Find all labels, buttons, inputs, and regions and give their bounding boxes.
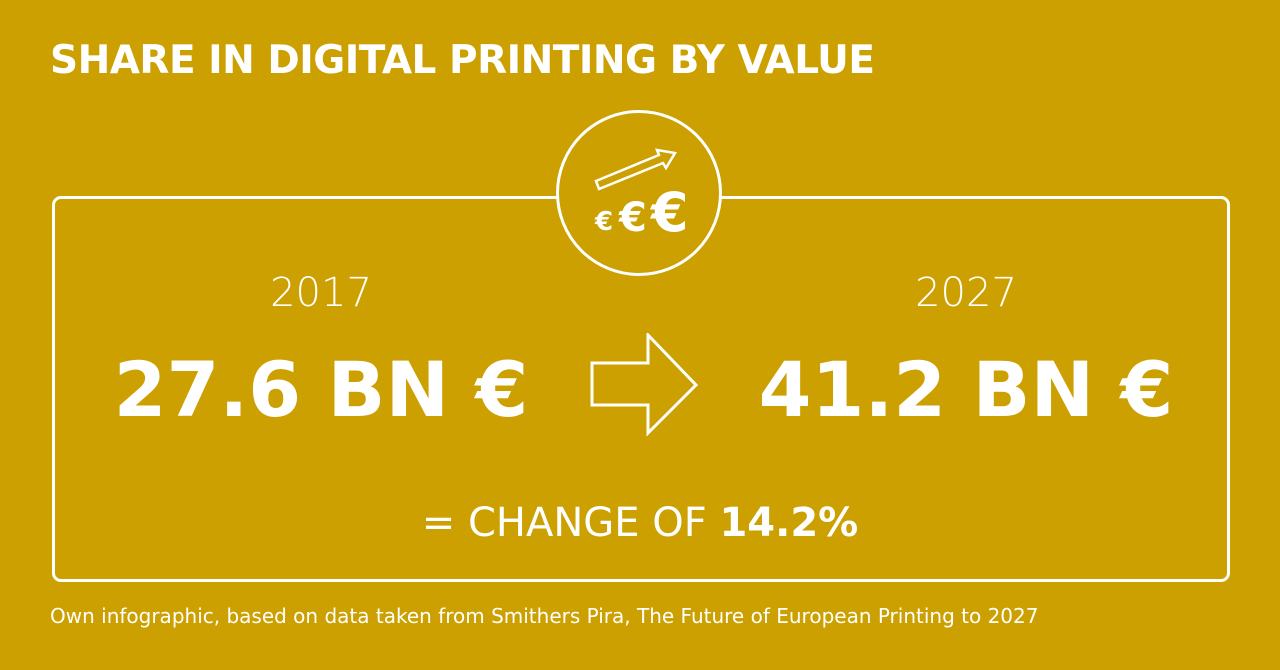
start-value: 27.6 BN € <box>113 345 529 434</box>
euro-small-icon: € <box>595 207 614 237</box>
end-value: 41.2 BN € <box>758 345 1174 434</box>
euro-large-icon: € <box>651 181 689 244</box>
trend-arrow-icon <box>594 148 678 191</box>
source-footnote: Own infographic, based on data taken fro… <box>50 604 1039 628</box>
rising-euro-icon: € € € <box>556 110 722 276</box>
change-summary: = CHANGE OF 14.2% <box>0 500 1280 546</box>
page-title: SHARE IN DIGITAL PRINTING BY VALUE <box>50 38 875 83</box>
end-year: 2027 <box>915 270 1017 316</box>
change-prefix: = CHANGE OF <box>421 500 720 546</box>
right-arrow-icon <box>590 333 699 437</box>
euro-medium-icon: € <box>619 195 647 241</box>
start-year: 2017 <box>270 270 372 316</box>
change-value: 14.2% <box>719 500 859 546</box>
